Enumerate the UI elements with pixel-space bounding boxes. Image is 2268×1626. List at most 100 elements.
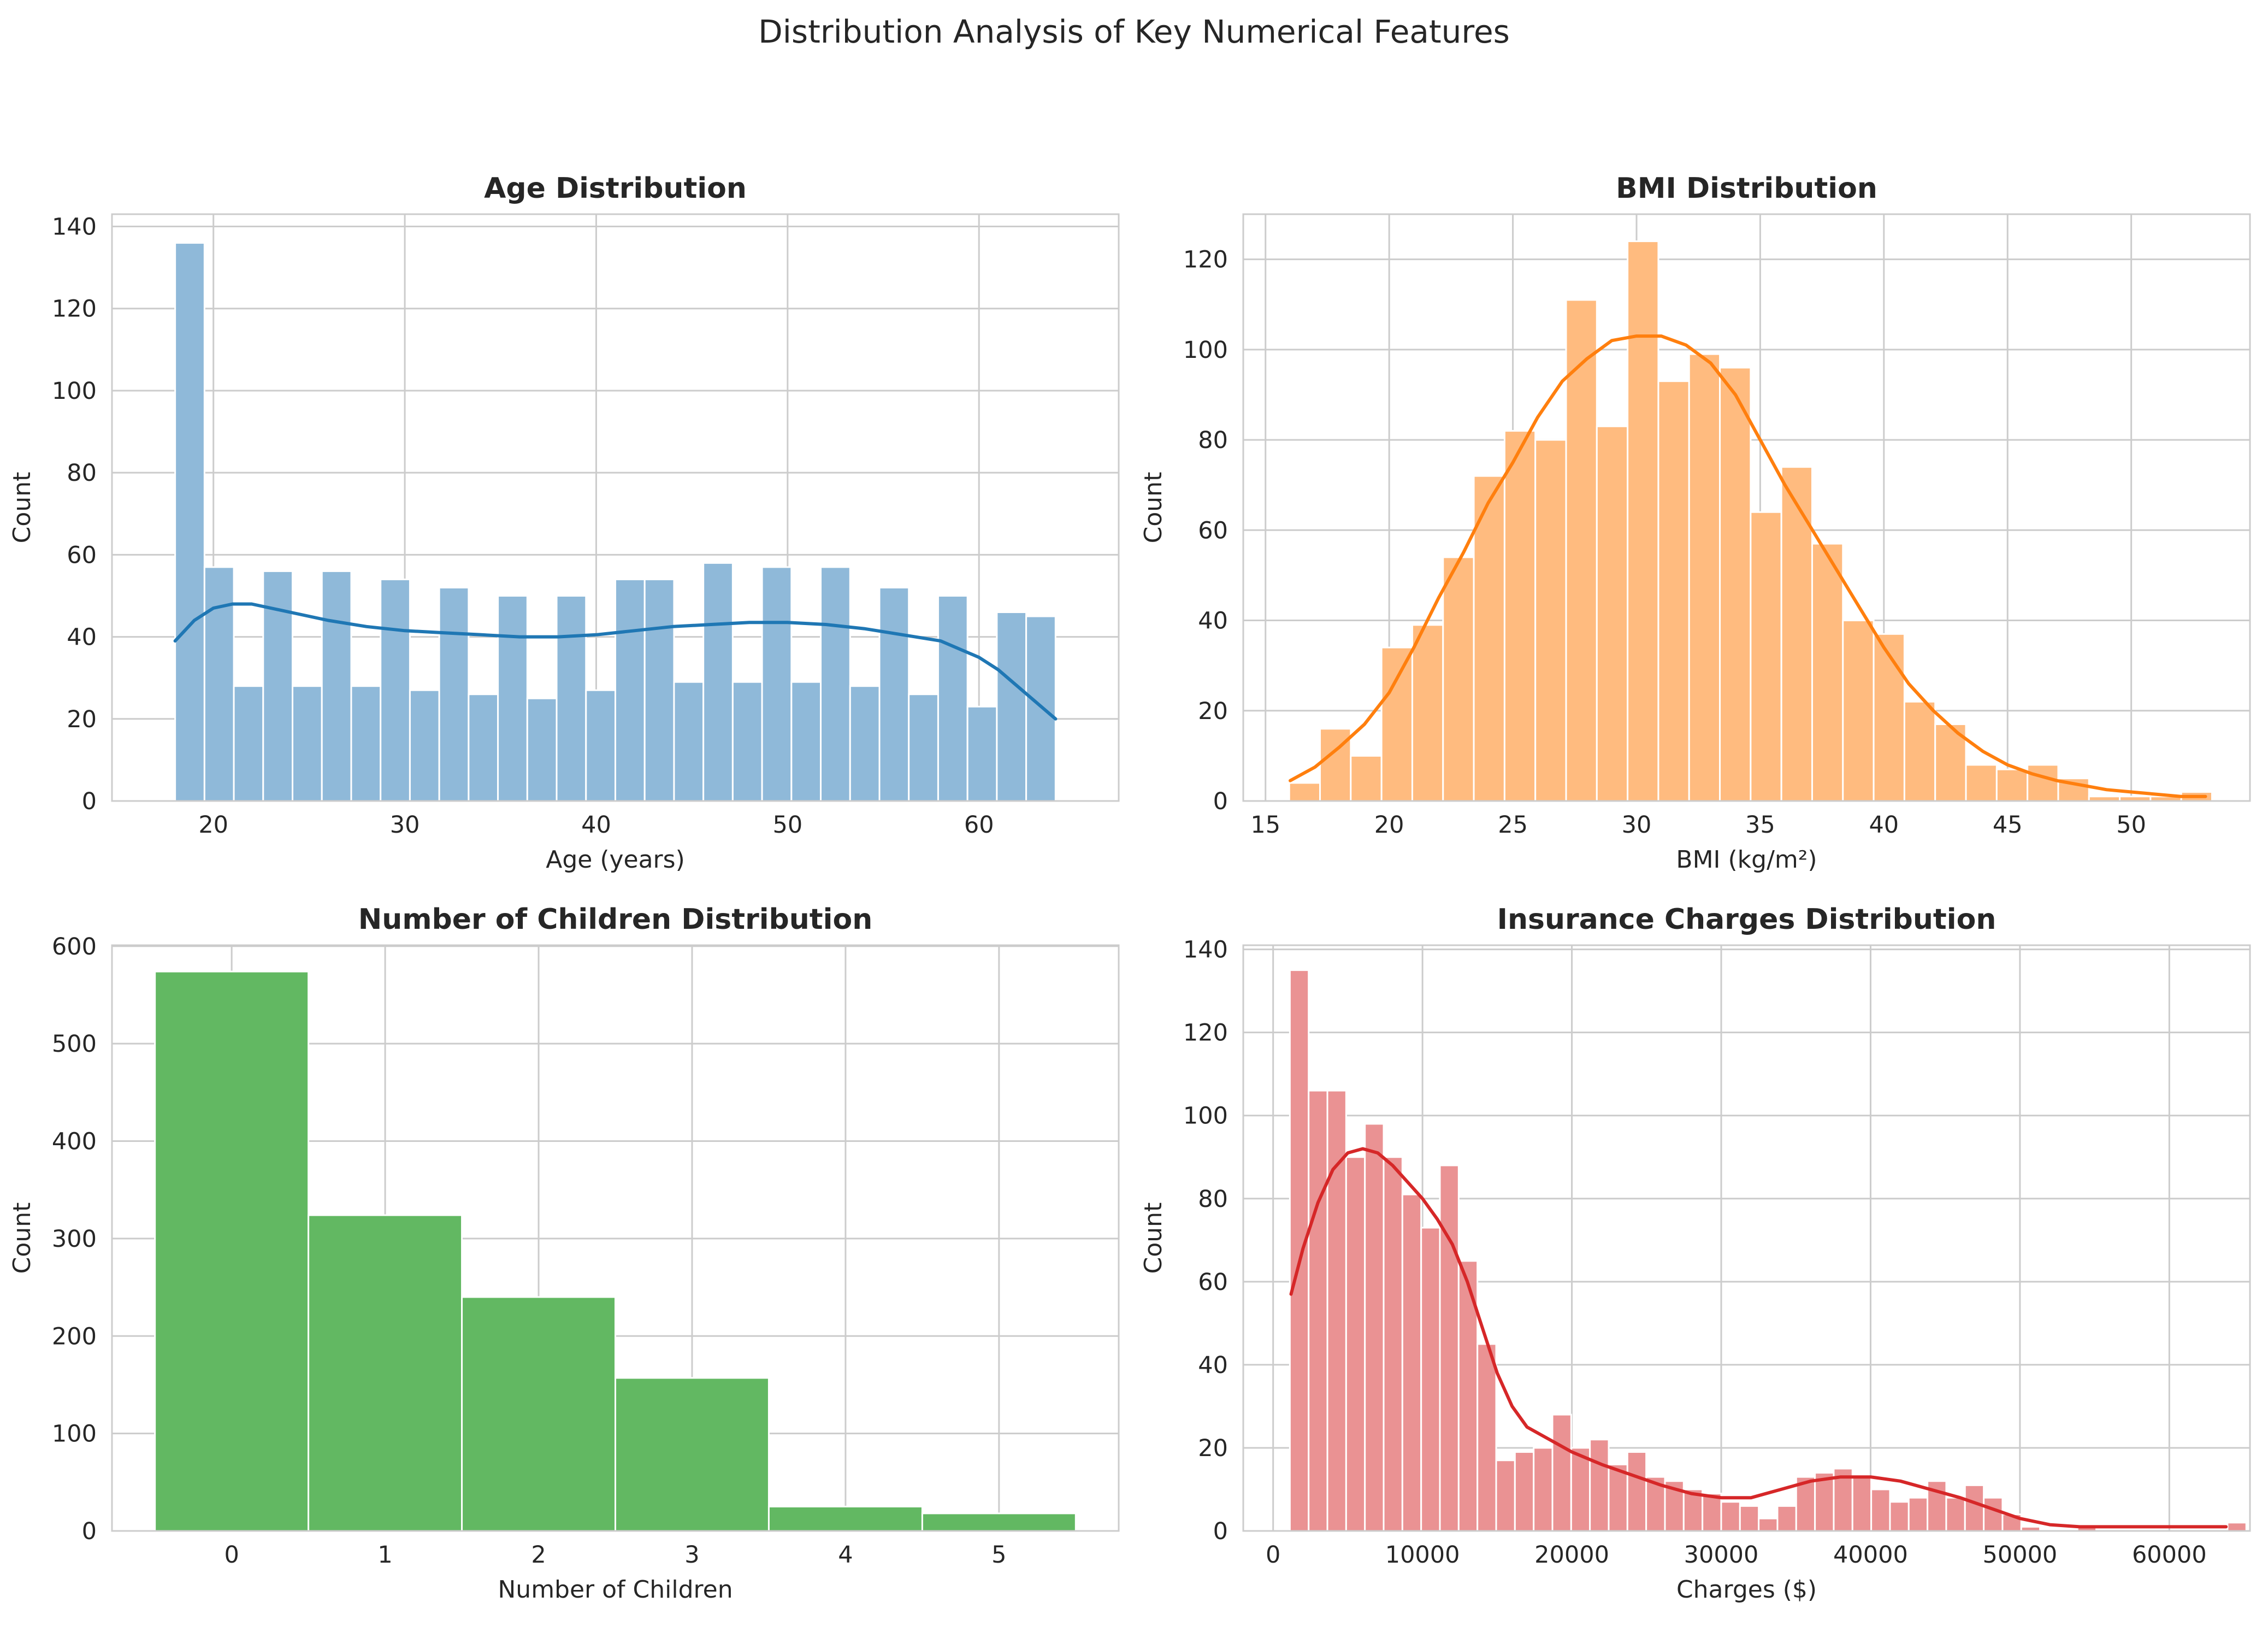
charges-histogram-bar	[1945, 1497, 1966, 1532]
charges-histogram-bar	[1589, 1439, 1610, 1532]
bmi-histogram-bar	[1657, 380, 1690, 802]
charges-histogram-bar	[1851, 1476, 1873, 1532]
age-y-tick-label: 40	[67, 624, 97, 651]
bmi-histogram-bar	[1903, 700, 1936, 802]
bmi-histogram-bar	[1380, 646, 1413, 802]
charges-histogram-bar	[1870, 1488, 1891, 1532]
age-histogram-bar	[614, 578, 646, 802]
bmi-histogram-bar	[1750, 511, 1782, 802]
children-x-tick-label: 1	[377, 1541, 392, 1569]
children-y-tick-label: 300	[52, 1226, 97, 1253]
charges-y-tick-label: 140	[1183, 936, 1228, 964]
age-histogram-bar	[556, 594, 587, 802]
bmi-y-axis-label: Count	[1139, 472, 1167, 544]
bmi-x-tick-label: 25	[1498, 811, 1528, 839]
bmi-y-tick-label: 20	[1198, 698, 1228, 725]
age-histogram-bar	[497, 594, 528, 802]
age-histogram-bar	[292, 685, 323, 802]
charges-histogram-bar	[1420, 1227, 1441, 1532]
charges-histogram-bar	[1964, 1484, 1985, 1532]
age-y-tick-label: 80	[67, 459, 97, 487]
charges-y-tick-label: 120	[1183, 1020, 1228, 1047]
age-y-tick-label: 100	[52, 378, 97, 405]
age-histogram-bar	[438, 586, 470, 802]
bmi-y-tick-label: 120	[1183, 246, 1228, 274]
bmi-y-tick-label: 60	[1198, 517, 1228, 544]
age-histogram-bar	[731, 681, 763, 802]
age-histogram-bar	[996, 611, 1027, 802]
charges-histogram-bar	[1776, 1505, 1797, 1532]
bmi-histogram-bar	[1995, 768, 2029, 802]
bmi-kde-curve	[1289, 334, 2207, 798]
bmi-x-tick-label: 30	[1622, 811, 1652, 839]
charges-histogram-bar	[1289, 969, 1310, 1532]
charges-x-tick-label: 40000	[1833, 1541, 1908, 1569]
charges-y-tick-label: 80	[1198, 1186, 1228, 1213]
age-histogram-bar	[937, 594, 968, 802]
age-histogram-bar	[233, 685, 264, 802]
bmi-y-tick-label: 40	[1198, 608, 1228, 635]
charges-y-axis-label: Count	[1139, 1203, 1167, 1274]
charges-histogram-bar	[1889, 1501, 1910, 1532]
age-histogram-bar	[203, 566, 235, 802]
bmi-x-tick-label: 20	[1374, 811, 1404, 839]
age-histogram-bar	[350, 685, 382, 802]
age-histogram-bar	[702, 562, 734, 802]
bmi-x-tick-label: 35	[1745, 811, 1775, 839]
charges-y-tick-label: 40	[1198, 1352, 1228, 1379]
bmi-histogram-bar	[1596, 425, 1629, 802]
bmi-chart-title: BMI Distribution	[1616, 172, 1877, 205]
charges-y-tick-label: 60	[1198, 1269, 1228, 1296]
charges-x-tick-label: 30000	[1684, 1541, 1759, 1569]
children-y-axis-label: Count	[8, 1203, 36, 1274]
charges-histogram-bar	[1983, 1497, 2004, 1532]
charges-x-tick-label: 60000	[2132, 1541, 2207, 1569]
bmi-x-tick-label: 15	[1250, 811, 1280, 839]
bmi-histogram-bar	[1442, 556, 1475, 802]
age-histogram-bar	[966, 705, 998, 802]
age-histogram-bar	[908, 693, 939, 802]
age-histogram-bar	[526, 697, 558, 802]
charges-y-tick-label: 20	[1198, 1435, 1228, 1462]
children-y-tick-label: 200	[52, 1323, 97, 1350]
children-x-tick-label: 2	[531, 1541, 546, 1569]
age-kde-curve	[173, 602, 1058, 721]
charges-histogram-bar	[1308, 1089, 1328, 1532]
bmi-y-tick-label: 100	[1183, 337, 1228, 364]
age-y-tick-label: 0	[82, 788, 97, 815]
bmi-y-tick-label: 80	[1198, 427, 1228, 454]
charges-histogram-bar	[1702, 1493, 1722, 1532]
charges-histogram-bar	[1907, 1497, 1929, 1532]
bmi-y-tick-label: 0	[1213, 788, 1228, 815]
charges-histogram-bar	[1739, 1505, 1760, 1532]
bmi-histogram-bar	[1565, 299, 1598, 802]
age-x-tick-label: 50	[772, 811, 802, 839]
children-y-tick-label: 400	[52, 1128, 97, 1156]
bmi-x-tick-label: 45	[1993, 811, 2023, 839]
children-chart-title: Number of Children Distribution	[358, 903, 872, 936]
age-histogram-bar	[878, 586, 910, 802]
bmi-histogram-bar	[2027, 764, 2059, 802]
bmi-plot-frame	[1242, 213, 2251, 802]
charges-histogram-bar	[1495, 1459, 1516, 1532]
charges-kde-curve	[1289, 1147, 2228, 1529]
children-histogram-bar	[921, 1512, 1077, 1532]
children-histogram-bar	[461, 1296, 616, 1532]
charges-plot-frame	[1242, 944, 2251, 1532]
bmi-histogram-bar	[1842, 620, 1875, 802]
age-plot-frame	[111, 213, 1120, 802]
charges-histogram-bar	[1608, 1463, 1628, 1532]
charges-histogram-bar	[1533, 1447, 1554, 1532]
age-y-tick-label: 60	[67, 541, 97, 569]
age-histogram-bar	[409, 689, 440, 802]
bmi-histogram-bar	[1411, 624, 1444, 802]
charges-histogram-bar	[1476, 1343, 1497, 1532]
charges-y-tick-label: 100	[1183, 1103, 1228, 1130]
age-histogram-bar	[1025, 615, 1056, 802]
bmi-histogram-bar	[1965, 764, 1998, 802]
age-histogram-bar	[321, 570, 352, 802]
children-x-tick-label: 0	[224, 1541, 239, 1569]
age-y-axis-label: Count	[8, 472, 36, 544]
bmi-histogram-bar	[1627, 240, 1659, 802]
charges-x-tick-label: 10000	[1385, 1541, 1460, 1569]
